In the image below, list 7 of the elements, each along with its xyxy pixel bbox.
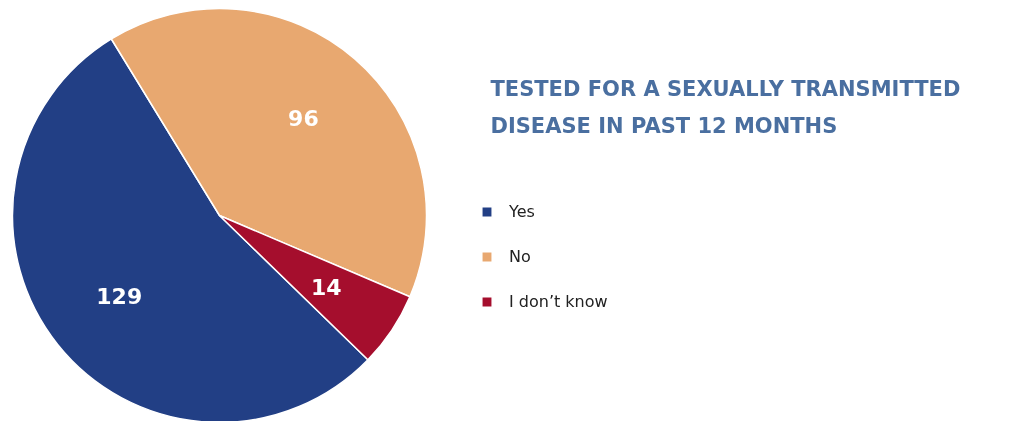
data-label: 14 (311, 274, 342, 300)
legend-label: I don’t know (509, 292, 608, 311)
legend-label: Yes (509, 202, 535, 221)
data-label: 96 (288, 106, 319, 132)
text: TESTED FOR A SEXUALLY TRANSMITTED DISEASE IN PAST 12 MONTHS (490, 76, 961, 138)
legend-label: No (509, 247, 531, 266)
data-label: 129 (96, 283, 143, 309)
